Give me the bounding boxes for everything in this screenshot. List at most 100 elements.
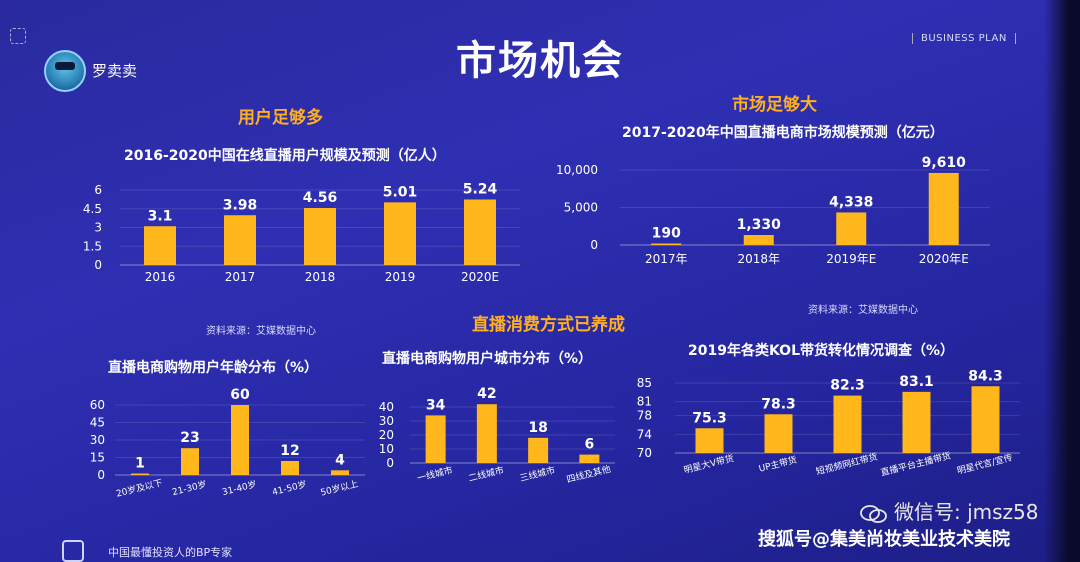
wechat-watermark: 微信号: jmsz58 [860, 496, 1039, 525]
page-title: 市场机会 [456, 38, 624, 84]
bar [836, 212, 867, 245]
y-tick-label: 0 [386, 456, 394, 470]
bar [528, 437, 549, 463]
bar [231, 405, 249, 475]
category-label: 21-30岁 [171, 478, 208, 498]
category-label: 2016 [145, 270, 176, 284]
footer-logo-icon [62, 540, 84, 562]
data-label: 60 [230, 387, 250, 403]
bar [743, 235, 774, 245]
bar [833, 395, 862, 453]
chart-users: 01.534.563.120163.9820174.5620185.012019… [83, 182, 520, 284]
category-label: 2017年 [645, 252, 688, 266]
category-label: 2020E [461, 270, 499, 284]
y-tick-label: 0 [94, 258, 102, 272]
y-tick-label: 40 [379, 400, 394, 414]
bar [579, 454, 600, 463]
data-label: 4.56 [303, 190, 338, 206]
category-label: 41-50岁 [271, 478, 308, 498]
data-label: 4 [335, 452, 345, 468]
y-tick-label: 4.5 [83, 202, 102, 216]
data-label: 9,610 [922, 155, 967, 171]
source-note-right: 资料来源：艾媒数据中心 [808, 305, 918, 316]
data-label: 83.1 [899, 374, 934, 390]
bar [331, 470, 349, 475]
y-tick-label: 74 [637, 427, 652, 441]
data-label: 34 [426, 397, 446, 413]
chart-title-market: 2017-2020年中国直播电商市场规模预测（亿元） [622, 125, 944, 141]
bar [651, 243, 682, 245]
data-label: 23 [180, 430, 199, 446]
footer-text: 中国最懂投资人的BP专家 [108, 546, 233, 559]
category-label: 2019 [385, 270, 416, 284]
category-label: UP主带货 [757, 454, 798, 475]
chart-age: 0 15 30 45 60 1 20岁及以下 23 21-30岁 60 31-40岁 12 41-50岁… [90, 387, 365, 500]
category-label: 二线城市 [467, 464, 505, 484]
y-tick-label: 1.5 [83, 239, 102, 253]
section-title-consumption: 直播消费方式已养成 [472, 315, 625, 335]
bar [476, 404, 497, 463]
data-label: 75.3 [692, 410, 727, 426]
bar [224, 215, 256, 265]
bar [384, 202, 416, 265]
category-label: 31-40岁 [221, 478, 258, 498]
brand-name: 罗卖卖 [92, 62, 138, 80]
category-label: 20岁及以下 [115, 477, 164, 500]
category-label: 直播平台主播带货 [879, 450, 952, 479]
y-tick-label: 81 [637, 395, 652, 409]
y-tick-label: 10,000 [556, 163, 598, 177]
bar [131, 473, 149, 475]
bar [902, 391, 931, 453]
chart-title-age: 直播电商购物用户年龄分布（%） [108, 360, 319, 376]
bar [464, 199, 496, 265]
bar [181, 448, 199, 475]
data-label: 3.1 [148, 208, 173, 224]
chart-title-kol: 2019年各类KOL带货转化情况调查（%） [688, 343, 955, 359]
y-tick-label: 3 [94, 221, 102, 235]
bar [144, 226, 176, 265]
bar [764, 414, 793, 453]
data-label: 18 [528, 420, 547, 436]
section-title-users: 用户足够多 [238, 108, 323, 128]
data-label: 78.3 [761, 396, 796, 412]
data-label: 5.01 [383, 184, 418, 200]
sohu-watermark: 搜狐号@集美尚妆美业技术美院 [758, 529, 1010, 550]
avatar-glasses-icon [55, 62, 75, 70]
category-label: 明星代言/宣传 [956, 451, 1014, 476]
category-label: 明星大V带货 [682, 452, 735, 476]
data-label: 5.24 [463, 182, 498, 198]
chart-title-city: 直播电商购物用户城市分布（%） [382, 351, 593, 367]
wechat-id: 微信号: jmsz58 [894, 500, 1039, 524]
data-label: 82.3 [830, 378, 865, 394]
y-tick-label: 78 [637, 409, 652, 423]
data-label: 6 [585, 437, 595, 453]
y-tick-label: 60 [90, 398, 105, 412]
bar [695, 428, 724, 453]
bar [281, 461, 299, 475]
category-label: 2018年 [737, 252, 780, 266]
category-label: 2020年E [919, 252, 969, 266]
screen-bezel [1044, 0, 1080, 562]
category-label: 50岁以上 [319, 478, 359, 499]
data-label: 1 [135, 456, 145, 472]
chart-title-users: 2016-2020中国在线直播用户规模及预测（亿人） [124, 148, 446, 164]
avatar [44, 50, 86, 92]
category-label: 一线城市 [416, 464, 454, 484]
y-tick-label: 20 [379, 428, 394, 442]
data-label: 84.3 [968, 368, 1003, 384]
y-tick-label: 6 [94, 183, 102, 197]
category-label: 2018 [305, 270, 336, 284]
section-title-market: 市场足够大 [732, 95, 817, 115]
y-tick-label: 45 [90, 416, 105, 430]
category-label: 2019年E [826, 252, 876, 266]
y-tick-label: 30 [379, 414, 394, 428]
data-label: 4,338 [829, 194, 873, 210]
bar [304, 208, 336, 265]
wechat-icon [860, 504, 888, 524]
y-tick-label: 85 [637, 376, 652, 390]
y-tick-label: 10 [379, 442, 394, 456]
data-label: 12 [280, 443, 299, 459]
data-label: 3.98 [223, 197, 258, 213]
